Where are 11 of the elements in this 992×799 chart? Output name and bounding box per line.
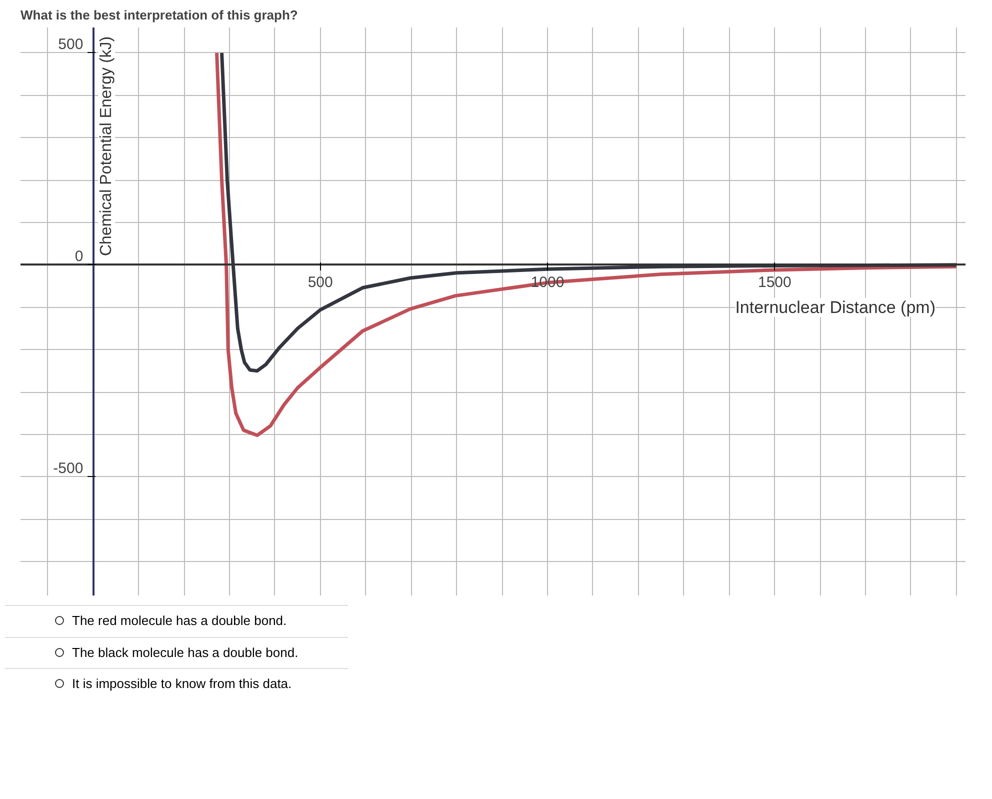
y-tick-label: 500	[58, 36, 84, 53]
text: It is impossible to know from this data.	[5, 668, 348, 700]
x-axis-title: Internuclear Distance (pm)	[735, 298, 936, 317]
x-tick-label: 500	[308, 274, 333, 291]
chart-title: What is the best interpretation of this graph?	[20, 8, 298, 22]
y-tick-label: 0	[74, 248, 84, 265]
x-tick-label: 1500	[758, 274, 792, 291]
text: The red molecule has a double bond.	[5, 605, 348, 637]
y-tick-label: -500	[53, 460, 84, 477]
y-axis-title: Chemical Potential Energy (kJ)	[98, 36, 116, 256]
text: The black molecule has a double bond.	[5, 636, 348, 668]
